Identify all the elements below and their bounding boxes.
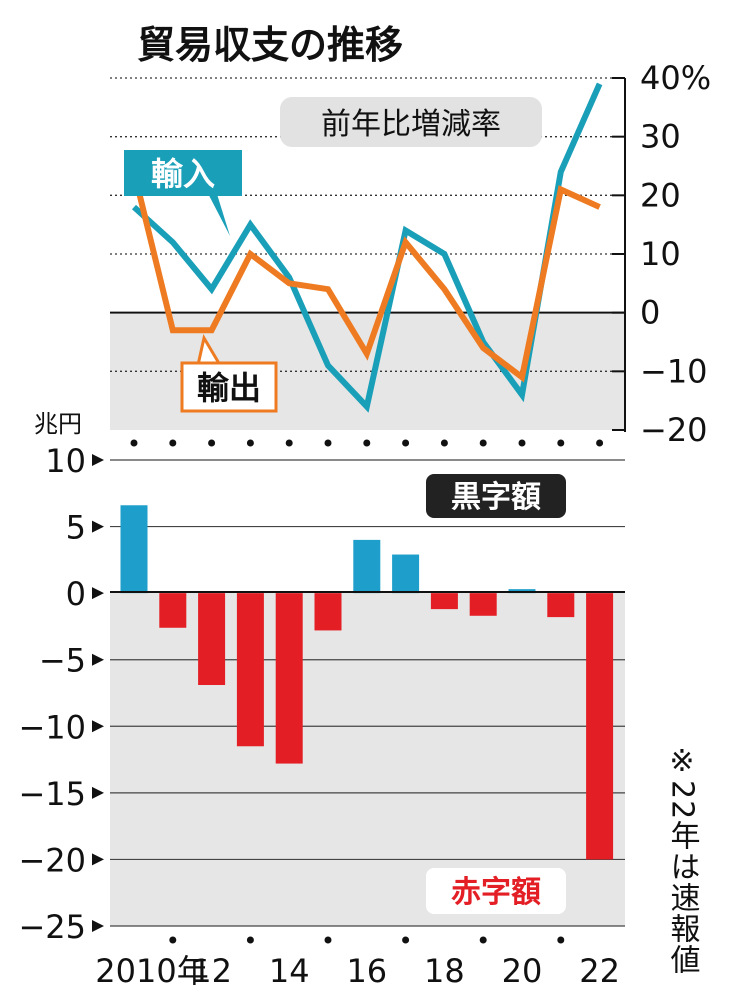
y-tick-label: −15 — [18, 775, 86, 813]
y-tick-label: 0 — [640, 294, 660, 332]
dot — [518, 439, 526, 447]
surplus-bar — [120, 505, 148, 594]
y-tick-label: −10 — [18, 708, 86, 746]
dot — [440, 439, 448, 447]
dot — [246, 439, 254, 447]
export-line — [131, 171, 601, 383]
dot — [402, 439, 410, 447]
y-tick-label: 0 — [66, 575, 86, 613]
year-separator-dots — [130, 439, 604, 447]
surplus-label-box — [426, 474, 566, 518]
deficit-bar — [236, 593, 264, 747]
y-tick-label: 30 — [640, 118, 681, 156]
y-tick-label: −20 — [18, 841, 86, 879]
dot — [324, 439, 332, 447]
deficit-bar — [430, 593, 458, 610]
growth-rate-panel: 40% 30 20 10 0 −10 −20 前年比増減率 輸入 輸出 — [110, 59, 711, 449]
y-tick-label: −20 — [640, 411, 708, 449]
dot — [479, 439, 487, 447]
export-callout — [180, 361, 278, 413]
x-tick-label: 16 — [346, 952, 387, 990]
y-tick-arrow — [92, 920, 104, 932]
x-tick-dot — [324, 936, 332, 944]
y-tick-arrow — [92, 653, 104, 666]
import-callout — [124, 150, 242, 196]
surplus-label: 黒字額 — [451, 480, 541, 515]
unit-label: 兆円 — [34, 410, 82, 438]
chart-title: 貿易収支の推移 — [137, 23, 403, 67]
import-series-label: 輸入 — [151, 155, 215, 193]
deficit-bar — [314, 593, 342, 631]
surplus-bar — [392, 554, 420, 594]
export-series-label: 輸出 — [197, 369, 261, 407]
y-tick-label: 40% — [640, 59, 711, 97]
y-tick-arrow — [92, 720, 104, 733]
dot — [596, 439, 604, 447]
rate-label: 前年比増減率 — [321, 107, 501, 142]
dot — [130, 439, 138, 447]
preliminary-note: ※22年は速報値 — [665, 744, 701, 975]
export-callout-pointer — [196, 333, 222, 366]
import-line — [131, 82, 603, 413]
x-tick-label: 2010年 — [95, 952, 208, 990]
y-tick-label: 10 — [640, 235, 681, 273]
deficit-label: 赤字額 — [451, 875, 541, 910]
dot — [557, 439, 565, 447]
dot — [363, 439, 371, 447]
rate-label-box — [280, 97, 542, 147]
dot — [208, 439, 216, 447]
y-tick-arrow — [92, 853, 104, 866]
y-tick-label: −25 — [18, 908, 86, 946]
deficit-bar — [198, 593, 226, 686]
x-tick-label: 22 — [579, 952, 620, 990]
surplus-bar — [353, 539, 381, 594]
deficit-bar — [275, 593, 303, 764]
deficit-bar — [159, 593, 187, 628]
dot — [169, 439, 177, 447]
x-tick-dot — [169, 936, 177, 944]
y-tick-label: 5 — [66, 509, 86, 547]
x-tick-dot — [557, 936, 565, 944]
y-tick-label: 10 — [45, 442, 86, 480]
y-tick-label: 20 — [640, 176, 681, 214]
deficit-label-box — [426, 868, 566, 914]
x-tick-dot — [246, 936, 254, 944]
deficit-bar — [586, 593, 614, 860]
x-tick-label: 12 — [191, 952, 232, 990]
y-tick-arrow — [92, 786, 104, 799]
x-tick-dot — [402, 936, 410, 944]
deficit-bar — [469, 593, 497, 616]
x-tick-dot — [479, 936, 487, 944]
y-tick-label: −10 — [640, 352, 708, 390]
deficit-bar — [547, 593, 575, 618]
y-tick-label: −5 — [39, 642, 86, 680]
x-tick-label: 14 — [269, 952, 310, 990]
y-tick-arrow — [92, 520, 104, 533]
x-tick-label: 20 — [502, 952, 543, 990]
x-tick-label: 18 — [424, 952, 465, 990]
y-tick-arrow — [92, 587, 104, 600]
y-tick-arrow — [92, 454, 104, 466]
dot — [285, 439, 293, 447]
